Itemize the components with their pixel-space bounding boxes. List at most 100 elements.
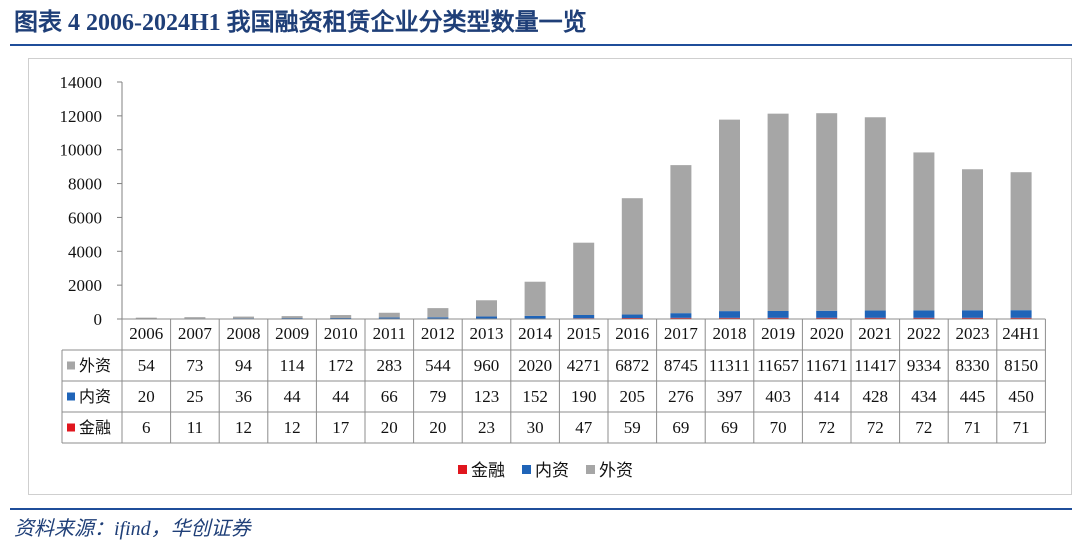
data-label: 44 (332, 387, 350, 406)
bar-segment (913, 317, 935, 319)
bar-segment (427, 317, 449, 319)
bar-segment (330, 315, 352, 318)
bar-segment (767, 317, 789, 319)
bar-segment (573, 242, 595, 315)
x-tick-label: 2009 (275, 324, 309, 343)
data-label: 434 (911, 387, 937, 406)
data-label: 172 (328, 356, 354, 375)
y-tick-label: 2000 (68, 276, 102, 295)
x-tick-label: 2020 (810, 324, 844, 343)
data-label: 59 (624, 418, 641, 437)
data-label: 73 (186, 356, 203, 375)
y-tick-label: 8000 (68, 175, 102, 194)
bar-segment (962, 310, 983, 318)
x-tick-label: 2021 (858, 324, 892, 343)
bar-segment (864, 117, 886, 311)
data-label: 11 (187, 418, 203, 437)
bar-segment (767, 310, 789, 318)
data-label: 9334 (907, 356, 942, 375)
x-tick-label: 2006 (129, 324, 163, 343)
legend-label: 外资 (599, 461, 633, 480)
y-tick-label: 0 (94, 310, 103, 329)
data-label: 8150 (1004, 356, 1038, 375)
table-legend-key (67, 361, 75, 370)
data-label: 152 (522, 387, 548, 406)
bar-segment (1010, 317, 1032, 319)
data-label: 12 (284, 418, 301, 437)
title-rule (10, 44, 1072, 46)
legend-label: 内资 (535, 461, 569, 480)
data-label: 403 (765, 387, 791, 406)
table-row-label: 外资 (79, 357, 111, 375)
data-label: 12 (235, 418, 252, 437)
data-label: 283 (377, 356, 403, 375)
data-label: 11311 (709, 356, 750, 375)
data-label: 450 (1008, 387, 1034, 406)
data-label: 11417 (854, 356, 896, 375)
data-label: 4271 (567, 356, 601, 375)
x-tick-label: 2007 (178, 324, 213, 343)
data-label: 25 (186, 387, 203, 406)
y-tick-label: 14000 (60, 73, 103, 92)
data-label: 2020 (518, 356, 552, 375)
legend-key (458, 465, 467, 474)
data-label: 20 (138, 387, 155, 406)
x-tick-label: 2015 (567, 324, 601, 343)
bar-segment (524, 281, 546, 316)
x-tick-label: 2010 (324, 324, 358, 343)
data-label: 11657 (757, 356, 799, 375)
bar-segment (135, 317, 157, 319)
data-label: 414 (814, 387, 840, 406)
bar-segment (281, 316, 303, 319)
y-tick-label: 10000 (60, 141, 103, 160)
data-label: 30 (527, 418, 544, 437)
bar-segment (962, 169, 983, 311)
data-label: 71 (964, 418, 981, 437)
data-label: 72 (818, 418, 835, 437)
table-row-label: 内资 (79, 388, 111, 406)
bar-segment (816, 113, 838, 311)
data-label: 20 (381, 418, 398, 437)
bar-segment (281, 318, 303, 319)
data-label: 20 (429, 418, 446, 437)
data-label: 47 (575, 418, 593, 437)
data-label: 72 (915, 418, 932, 437)
table-legend-key (67, 392, 75, 401)
data-label: 8330 (956, 356, 990, 375)
x-tick-label: 2022 (907, 324, 941, 343)
bar-segment (719, 119, 740, 312)
data-label: 36 (235, 387, 252, 406)
y-tick-label: 6000 (68, 208, 102, 227)
bar-segment (621, 198, 643, 315)
bar-segment (670, 165, 692, 314)
x-tick-label: 2023 (956, 324, 990, 343)
legend-key (586, 465, 595, 474)
data-label: 44 (284, 387, 302, 406)
data-label: 69 (672, 418, 689, 437)
bar-segment (913, 310, 935, 318)
data-label: 23 (478, 418, 495, 437)
source-rule (10, 508, 1072, 510)
figure-title: 图表 4 2006-2024H1 我国融资租赁企业分类型数量一览 (14, 10, 587, 36)
data-label: 66 (381, 387, 398, 406)
bar-segment (1010, 172, 1032, 311)
data-label: 544 (425, 356, 451, 375)
x-tick-label: 24H1 (1002, 324, 1040, 343)
x-tick-label: 2008 (227, 324, 261, 343)
data-label: 428 (863, 387, 889, 406)
bar-segment (621, 314, 643, 319)
data-label: 114 (280, 356, 305, 375)
data-label: 205 (620, 387, 646, 406)
bar-segment (476, 316, 497, 319)
bar-segment (670, 317, 692, 319)
data-label: 94 (235, 356, 253, 375)
x-tick-label: 2018 (713, 324, 747, 343)
bar-segment (962, 317, 983, 319)
data-label: 69 (721, 418, 738, 437)
source-note: 资料来源：ifind，华创证券 (14, 518, 251, 540)
data-label: 17 (332, 418, 350, 437)
bar-segment (524, 315, 546, 319)
data-label: 6 (142, 418, 151, 437)
bar-segment (330, 317, 352, 319)
